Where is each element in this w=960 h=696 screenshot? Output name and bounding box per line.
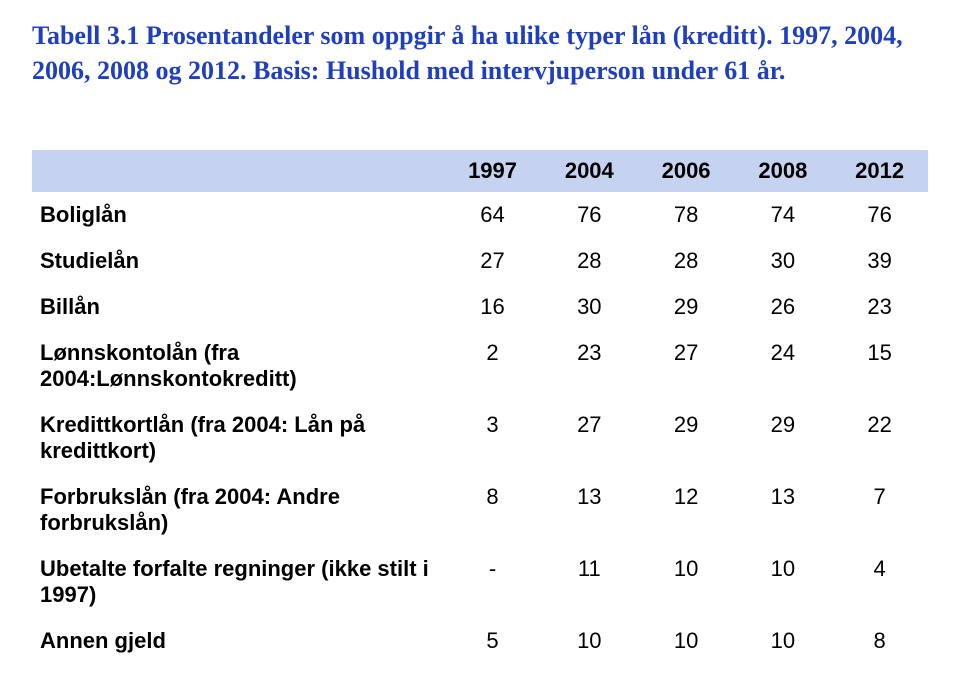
table-row: Billån 16 30 29 26 23 <box>32 284 928 330</box>
row-value: 10 <box>638 546 735 618</box>
row-value: 15 <box>831 330 928 402</box>
table-row: Studielån 27 28 28 30 39 <box>32 238 928 284</box>
row-value: 76 <box>831 192 928 238</box>
row-value: 3 <box>444 402 541 474</box>
page: Tabell 3.1 Prosentandeler som oppgir å h… <box>0 0 960 664</box>
row-value: 8 <box>831 618 928 664</box>
row-value: 11 <box>541 546 638 618</box>
row-label: Forbrukslån (fra 2004: Andre forbrukslån… <box>32 474 444 546</box>
row-value: 27 <box>541 402 638 474</box>
header-year: 1997 <box>444 150 541 192</box>
row-value: 23 <box>541 330 638 402</box>
row-value: 4 <box>831 546 928 618</box>
row-value: 26 <box>734 284 831 330</box>
table-row: Annen gjeld 5 10 10 10 8 <box>32 618 928 664</box>
row-value: 8 <box>444 474 541 546</box>
row-value: 30 <box>541 284 638 330</box>
table-row: Forbrukslån (fra 2004: Andre forbrukslån… <box>32 474 928 546</box>
row-label: Lønnskontolån (fra 2004:Lønnskontokredit… <box>32 330 444 402</box>
row-value: 28 <box>638 238 735 284</box>
header-year: 2006 <box>638 150 735 192</box>
row-value: 7 <box>831 474 928 546</box>
table-row: Ubetalte forfalte regninger (ikke stilt … <box>32 546 928 618</box>
row-value: 27 <box>444 238 541 284</box>
row-value: 29 <box>638 402 735 474</box>
table-header-row: 1997 2004 2006 2008 2012 <box>32 150 928 192</box>
row-label: Kredittkortlån (fra 2004: Lån på kreditt… <box>32 402 444 474</box>
title-line-1: Tabell 3.1 Prosentandeler som oppgir å h… <box>32 21 903 50</box>
row-value: 24 <box>734 330 831 402</box>
row-label: Studielån <box>32 238 444 284</box>
row-label: Boliglån <box>32 192 444 238</box>
table-row: Lønnskontolån (fra 2004:Lønnskontokredit… <box>32 330 928 402</box>
row-label: Billån <box>32 284 444 330</box>
row-value: 16 <box>444 284 541 330</box>
data-table: 1997 2004 2006 2008 2012 Boliglån 64 76 … <box>32 150 928 664</box>
row-value: 28 <box>541 238 638 284</box>
table-row: Boliglån 64 76 78 74 76 <box>32 192 928 238</box>
row-value: 10 <box>638 618 735 664</box>
row-value: 22 <box>831 402 928 474</box>
page-title: Tabell 3.1 Prosentandeler som oppgir å h… <box>32 18 928 88</box>
row-value: 13 <box>734 474 831 546</box>
title-line-2: 2006, 2008 og 2012. Basis: Hushold med i… <box>32 56 785 85</box>
row-value: 12 <box>638 474 735 546</box>
row-value: 74 <box>734 192 831 238</box>
row-value: 23 <box>831 284 928 330</box>
row-value: - <box>444 546 541 618</box>
row-value: 10 <box>734 546 831 618</box>
row-value: 78 <box>638 192 735 238</box>
header-year: 2012 <box>831 150 928 192</box>
row-value: 10 <box>734 618 831 664</box>
header-year: 2004 <box>541 150 638 192</box>
row-value: 5 <box>444 618 541 664</box>
row-value: 64 <box>444 192 541 238</box>
row-value: 27 <box>638 330 735 402</box>
row-value: 39 <box>831 238 928 284</box>
table-row: Kredittkortlån (fra 2004: Lån på kreditt… <box>32 402 928 474</box>
row-value: 2 <box>444 330 541 402</box>
row-label: Ubetalte forfalte regninger (ikke stilt … <box>32 546 444 618</box>
row-value: 30 <box>734 238 831 284</box>
row-value: 13 <box>541 474 638 546</box>
row-value: 10 <box>541 618 638 664</box>
row-value: 29 <box>638 284 735 330</box>
header-year: 2008 <box>734 150 831 192</box>
header-blank <box>32 150 444 192</box>
row-value: 29 <box>734 402 831 474</box>
row-value: 76 <box>541 192 638 238</box>
row-label: Annen gjeld <box>32 618 444 664</box>
